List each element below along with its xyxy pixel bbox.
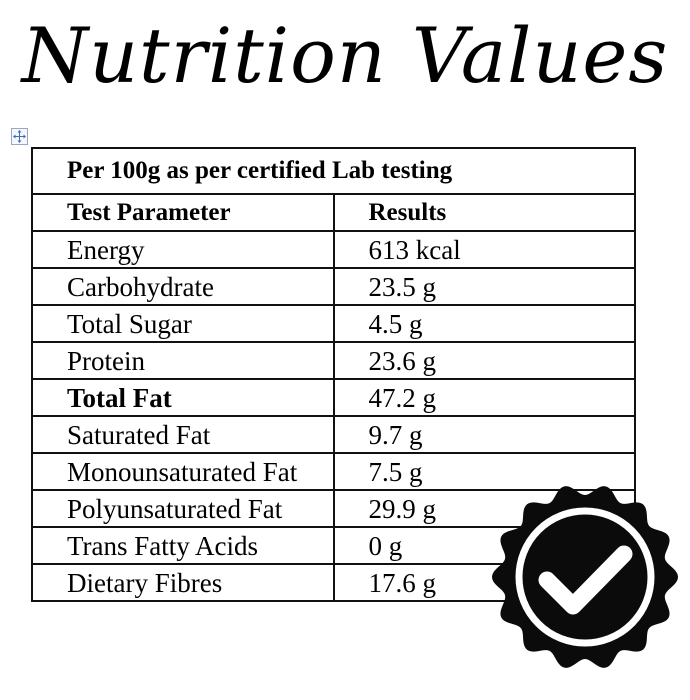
result-cell: 613 kcal xyxy=(332,230,636,269)
table-row: Polyunsaturated Fat 29.9 g xyxy=(31,489,636,528)
result-cell: 7.5 g xyxy=(332,452,636,491)
parameter-cell: Carbohydrate xyxy=(31,267,335,306)
table-caption: Per 100g as per certified Lab testing xyxy=(31,147,636,195)
table-row: Energy 613 kcal xyxy=(31,230,636,269)
parameter-cell: Protein xyxy=(31,341,335,380)
result-cell: 23.5 g xyxy=(332,267,636,306)
parameter-cell: Dietary Fibres xyxy=(31,563,335,602)
table-row: Protein 23.6 g xyxy=(31,341,636,380)
table-row: Total Sugar 4.5 g xyxy=(31,304,636,343)
parameter-cell: Total Fat xyxy=(31,378,335,417)
check-badge-icon xyxy=(490,482,680,672)
result-cell: 47.2 g xyxy=(332,378,636,417)
parameter-cell: Total Sugar xyxy=(31,304,335,343)
parameter-cell: Energy xyxy=(31,230,335,269)
result-cell: 23.6 g xyxy=(332,341,636,380)
table-move-handle-icon[interactable] xyxy=(11,128,28,145)
table-caption-row: Per 100g as per certified Lab testing xyxy=(31,147,636,195)
parameter-cell: Saturated Fat xyxy=(31,415,335,454)
table-row: Saturated Fat 9.7 g xyxy=(31,415,636,454)
page-title: Nutrition Values xyxy=(21,11,669,100)
parameter-cell: Monounsaturated Fat xyxy=(31,452,335,491)
table-row: Trans Fatty Acids 0 g xyxy=(31,526,636,565)
table-row: Carbohydrate 23.5 g xyxy=(31,267,636,306)
column-header-parameter: Test Parameter xyxy=(31,193,335,232)
nutrition-table: Per 100g as per certified Lab testing Te… xyxy=(31,147,636,602)
parameter-cell: Trans Fatty Acids xyxy=(31,526,335,565)
table-row: Total Fat 47.2 g xyxy=(31,378,636,417)
result-cell: 4.5 g xyxy=(332,304,636,343)
table-header-row: Test Parameter Results xyxy=(31,193,636,232)
result-cell: 9.7 g xyxy=(332,415,636,454)
table-row: Monounsaturated Fat 7.5 g xyxy=(31,452,636,491)
parameter-cell: Polyunsaturated Fat xyxy=(31,489,335,528)
column-header-results: Results xyxy=(332,193,636,232)
